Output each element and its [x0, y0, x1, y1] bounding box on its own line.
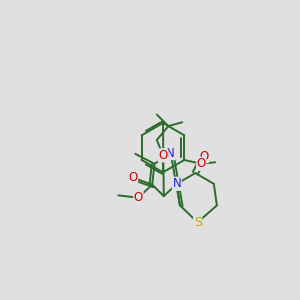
Text: O: O — [196, 157, 206, 170]
Text: O: O — [199, 150, 208, 163]
Text: O: O — [134, 191, 143, 204]
Text: S: S — [194, 216, 202, 229]
Text: N: N — [172, 177, 181, 190]
Text: O: O — [128, 171, 138, 184]
Text: N: N — [166, 146, 175, 160]
Text: O: O — [158, 149, 168, 162]
